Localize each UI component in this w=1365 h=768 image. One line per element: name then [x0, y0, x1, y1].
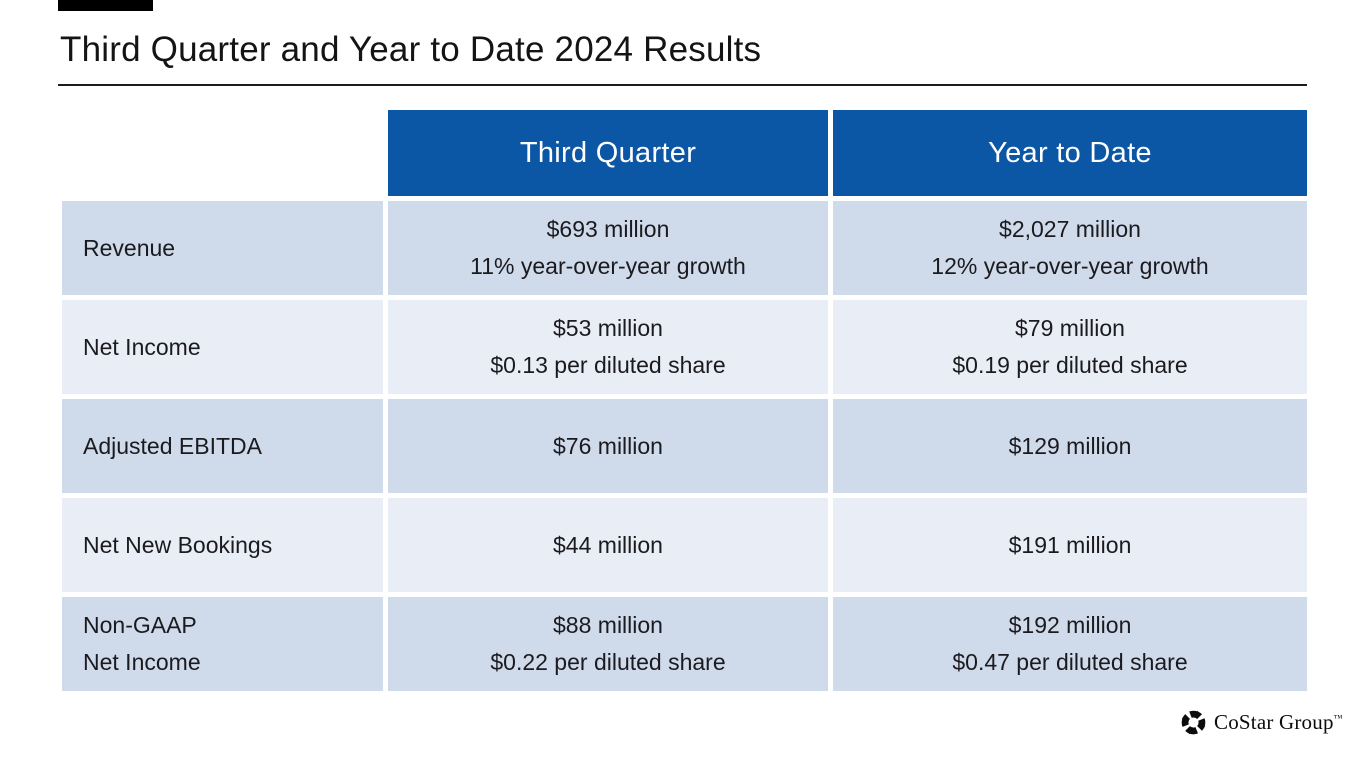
cell-non-gaap-net-income-third-quarter: $88 million $0.22 per diluted share — [388, 597, 828, 691]
row-label-net-new-bookings: Net New Bookings — [62, 498, 383, 592]
row-label-adjusted-ebitda: Adjusted EBITDA — [62, 399, 383, 493]
costar-pinwheel-icon — [1181, 710, 1206, 735]
row-label-non-gaap-net-income: Non-GAAP Net Income — [62, 597, 383, 691]
results-table: Third Quarter Year to Date Revenue $693 … — [62, 110, 1307, 691]
cell-net-income-year-to-date: $79 million $0.19 per diluted share — [833, 300, 1307, 394]
cell-net-new-bookings-third-quarter: $44 million — [388, 498, 828, 592]
cell-adjusted-ebitda-year-to-date: $129 million — [833, 399, 1307, 493]
column-header-third-quarter: Third Quarter — [388, 110, 828, 196]
accent-bar — [58, 0, 153, 11]
costar-group-logo: CoStar Group™ — [1180, 709, 1343, 736]
trademark-symbol: ™ — [1333, 713, 1343, 723]
row-label-net-income: Net Income — [62, 300, 383, 394]
cell-net-income-third-quarter: $53 million $0.13 per diluted share — [388, 300, 828, 394]
cell-adjusted-ebitda-third-quarter: $76 million — [388, 399, 828, 493]
header-spacer — [62, 110, 383, 196]
cell-net-new-bookings-year-to-date: $191 million — [833, 498, 1307, 592]
cell-non-gaap-net-income-year-to-date: $192 million $0.47 per diluted share — [833, 597, 1307, 691]
costar-logo-text: CoStar Group™ — [1214, 710, 1343, 734]
cell-revenue-third-quarter: $693 million 11% year-over-year growth — [388, 201, 828, 295]
column-header-year-to-date: Year to Date — [833, 110, 1307, 196]
row-label-revenue: Revenue — [62, 201, 383, 295]
title-underline — [58, 84, 1307, 86]
page-title: Third Quarter and Year to Date 2024 Resu… — [60, 30, 762, 69]
cell-revenue-year-to-date: $2,027 million 12% year-over-year growth — [833, 201, 1307, 295]
